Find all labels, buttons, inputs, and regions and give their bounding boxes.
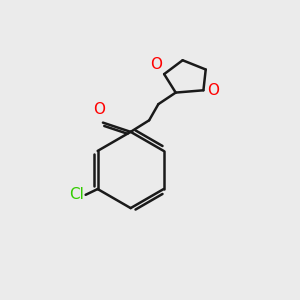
Text: Cl: Cl [70,187,85,202]
Text: O: O [150,57,162,72]
Text: O: O [207,83,219,98]
Text: O: O [94,102,106,117]
